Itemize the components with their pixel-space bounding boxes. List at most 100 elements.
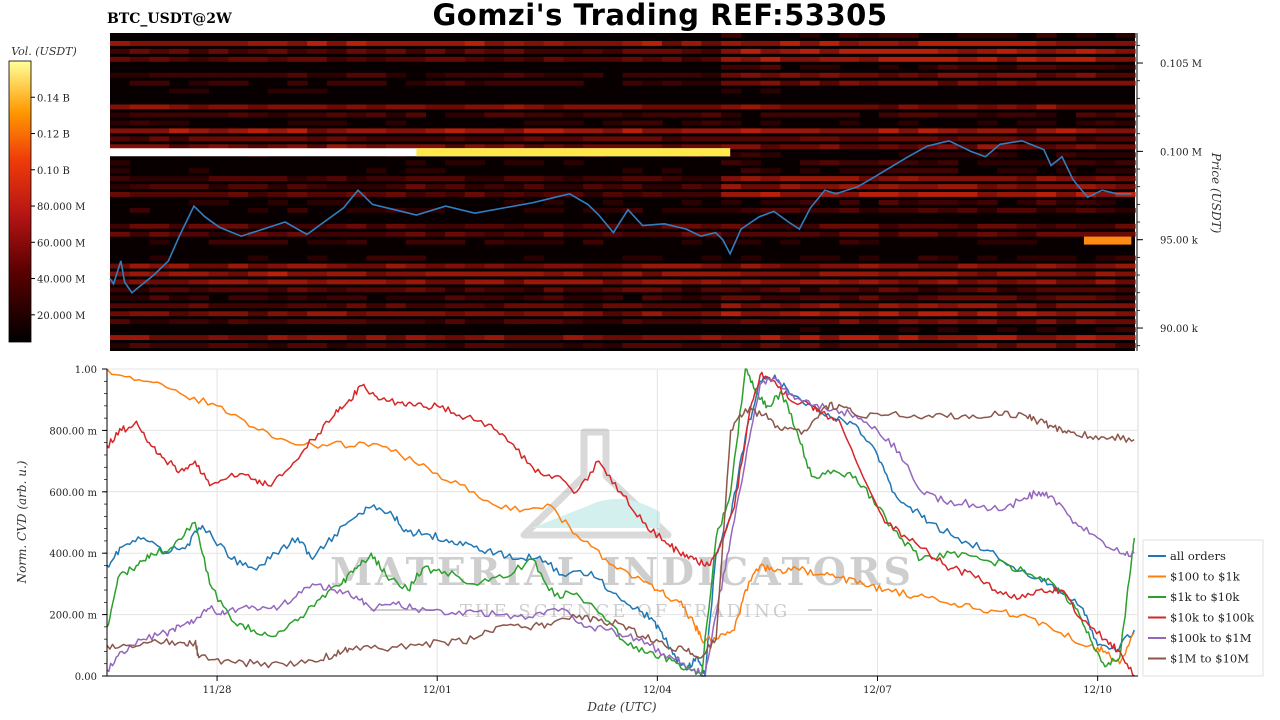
heatmap-cell (228, 56, 249, 62)
heatmap-cell (583, 271, 604, 277)
heatmap-cell (425, 343, 446, 348)
heatmap-cell (1115, 335, 1136, 340)
heatmap-cell (169, 311, 190, 317)
heatmap-cell (445, 41, 466, 46)
heatmap-cell (1036, 231, 1057, 237)
heatmap-cell (602, 56, 624, 62)
heatmap-cell (740, 64, 762, 70)
heatmap-cell (1075, 184, 1097, 189)
heatmap-cell (622, 136, 643, 142)
heatmap-cell (464, 311, 486, 317)
heatmap-cell (878, 192, 899, 197)
heatmap-cell (405, 319, 426, 325)
heatmap-cell (780, 104, 801, 110)
heatmap-cell (918, 104, 939, 110)
heatmap-cell (721, 303, 742, 309)
heatmap-cell (760, 56, 781, 62)
heatmap-cell (563, 311, 584, 317)
heatmap-cell (445, 128, 466, 134)
heatmap-cell (208, 335, 229, 340)
heatmap-cell (307, 200, 328, 205)
heatmap-cell (721, 200, 742, 205)
heatmap-cell (681, 223, 702, 229)
heatmap-cell (425, 48, 446, 54)
heatmap-cell (819, 160, 840, 166)
heatmap-cell (464, 184, 486, 189)
heatmap-cell (563, 303, 584, 309)
cvd-line--1m-to-10m (106, 401, 1135, 669)
heatmap-cell (248, 287, 269, 293)
heatmap-cell (208, 80, 229, 86)
heatmap-cell (504, 279, 525, 285)
heatmap-cell (583, 104, 604, 110)
heatmap-cell (918, 319, 939, 325)
heatmap-cell (326, 184, 348, 189)
heatmap-cell (1075, 176, 1097, 181)
heatmap-cell (957, 128, 978, 134)
heatmap-cell (1115, 168, 1136, 174)
heatmap-cell (1016, 303, 1037, 309)
heatmap-cell (523, 128, 545, 134)
heatmap-cell (287, 184, 308, 189)
heatmap-cell (484, 48, 505, 54)
heatmap-cell (780, 48, 801, 54)
heatmap-cell (149, 335, 170, 340)
colorbar-label: Vol. (USDT) (11, 45, 77, 58)
heatmap-cell (642, 335, 663, 340)
heatmap-cell (563, 279, 584, 285)
heatmap-cell (957, 33, 978, 38)
heatmap-cell (405, 104, 426, 110)
heatmap-cell (504, 343, 525, 348)
legend: all orders$100 to $1k$1k to $10k$10k to … (1142, 539, 1264, 677)
heatmap-cell (721, 184, 742, 189)
heatmap-cell (918, 152, 939, 158)
heatmap-cell (504, 104, 525, 110)
heatmap-cell (740, 263, 762, 269)
heatmap-cell (523, 144, 545, 150)
heatmap-cell (819, 144, 840, 150)
heatmap-cell (484, 144, 505, 150)
heatmap-cell (464, 176, 486, 181)
heatmap-cell (523, 271, 545, 277)
heatmap-cell (1016, 192, 1037, 197)
heatmap-cell (563, 271, 584, 277)
heatmap-cell (878, 104, 899, 110)
heatmap-cell (1016, 319, 1037, 325)
heatmap-cell (839, 271, 860, 277)
heatmap-cell (326, 303, 348, 309)
heatmap-cell (642, 223, 663, 229)
heatmap-cell (1115, 56, 1136, 62)
heatmap-cell (346, 279, 367, 285)
heatmap-cell (721, 104, 742, 110)
heatmap-cell (484, 80, 505, 86)
heatmap-cell (405, 80, 426, 86)
heatmap-cell (898, 207, 919, 213)
heatmap-cell (228, 128, 249, 134)
heatmap-cell (957, 48, 978, 54)
heatmap-cell (464, 192, 486, 197)
heatmap-cell (149, 287, 170, 293)
heatmap-cell (228, 279, 249, 285)
heatmap-cell (445, 104, 466, 110)
heatmap-cell (701, 287, 722, 293)
heatmap-cell (149, 343, 170, 348)
heatmap-cell (287, 192, 308, 197)
symbol-label: BTC_USDT@2W (107, 11, 232, 27)
heatmap-cell (859, 279, 880, 285)
heatmap-cell (1115, 128, 1136, 134)
heatmap-cell (129, 231, 150, 237)
heatmap-cell (799, 311, 821, 317)
heatmap-cell (799, 80, 821, 86)
heatmap-cell (188, 168, 210, 174)
heatmap-cell (445, 184, 466, 189)
heatmap-cell (326, 287, 348, 293)
heatmap-cell (1016, 80, 1037, 86)
heatmap-cell (563, 176, 584, 181)
heatmap-cell (188, 343, 210, 348)
heatmap-cell (248, 279, 269, 285)
heatmap-cell (937, 271, 959, 277)
heatmap-cell (760, 41, 781, 46)
heatmap-cell (681, 279, 702, 285)
heatmap-cell (445, 80, 466, 86)
heatmap-cell (1016, 223, 1037, 229)
